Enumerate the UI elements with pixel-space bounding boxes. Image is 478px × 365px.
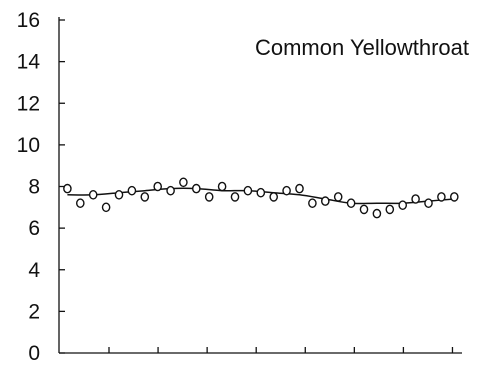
y-tick-label: 0 [28,342,40,365]
data-point [359,204,369,215]
data-point [282,185,291,196]
data-point [320,196,330,206]
data-point [398,200,408,210]
data-point [140,192,150,202]
data-point [101,202,111,213]
data-point [191,183,201,194]
data-point [411,194,420,204]
data-point [217,181,227,192]
y-tick-label: 6 [28,217,40,240]
data-point [437,192,446,202]
y-tick-label: 8 [28,176,40,199]
data-point [153,181,162,192]
data-point [63,183,72,194]
data-point [333,192,343,202]
data-point [166,185,175,196]
data-point [243,185,253,196]
data-point [256,187,266,198]
data-point [204,192,214,202]
data-point [424,198,433,208]
data-point [372,208,382,219]
data-point [295,183,304,194]
data-point [449,192,459,202]
axes [58,17,462,354]
y-tick-label: 2 [28,300,40,323]
data-point [385,204,395,215]
chart-title: Common Yellowthroat [255,35,469,60]
data-point [76,198,85,208]
point-series [63,177,459,219]
y-tick-label: 16 [17,9,40,32]
y-tick-label: 12 [17,92,40,115]
y-tick-label: 10 [17,134,40,157]
data-point [308,198,317,208]
y-tick-label: 4 [28,259,40,282]
y-tick-labels: 0 2 4 6 8 10 12 14 16 [17,9,41,365]
data-point [346,198,356,208]
y-tick-label: 14 [17,51,41,74]
data-point [179,177,188,188]
data-point [114,189,124,200]
data-point [88,189,98,200]
data-point [127,185,137,196]
data-point [230,192,240,202]
data-point [269,192,279,202]
